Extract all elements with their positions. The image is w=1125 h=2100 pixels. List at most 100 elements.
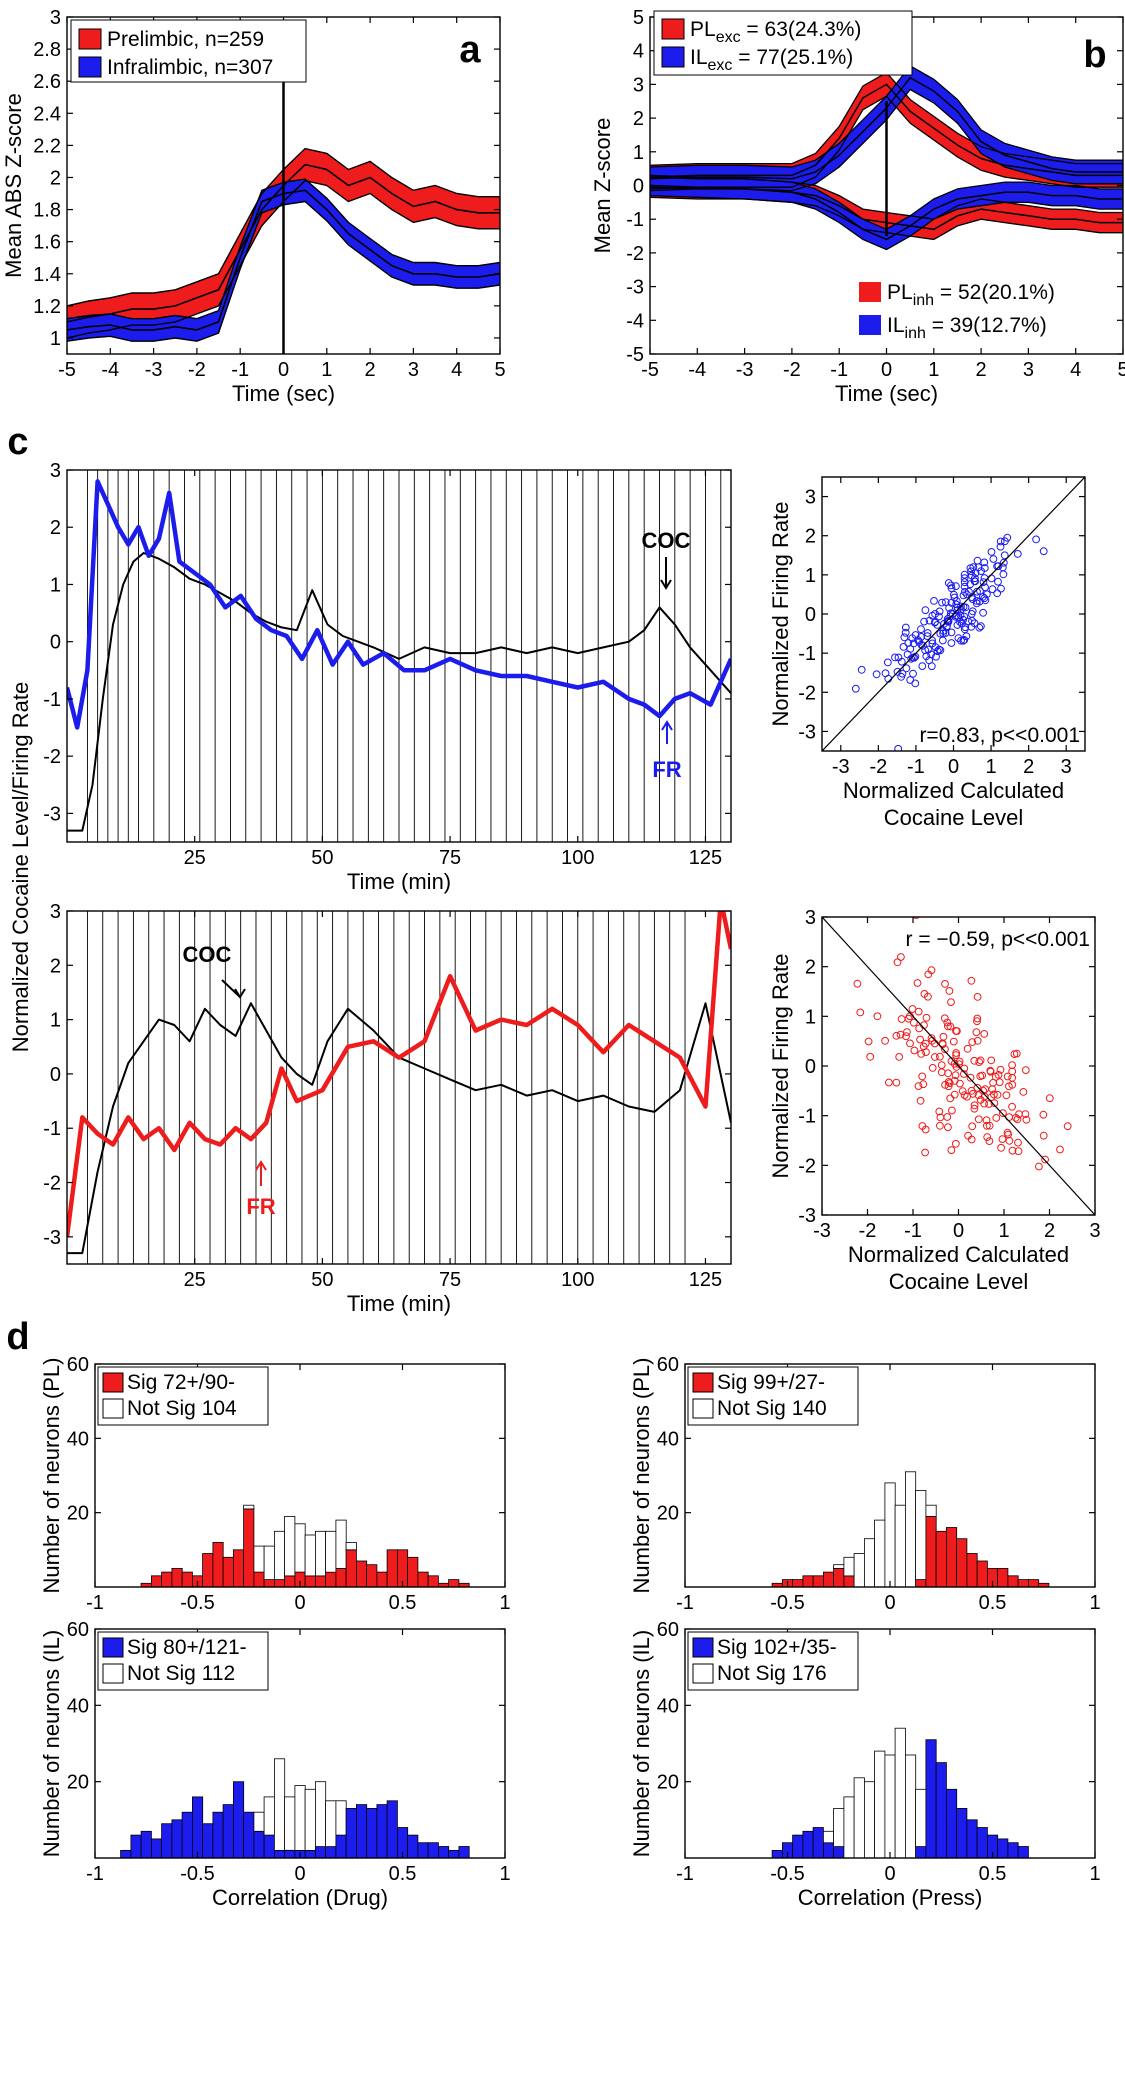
legend-swatch bbox=[692, 1637, 714, 1658]
scatter-point bbox=[921, 606, 930, 615]
x-tick-label: -1 bbox=[86, 1863, 104, 1885]
scatter-point bbox=[924, 992, 932, 1001]
y-tick-label: 1.2 bbox=[33, 296, 61, 318]
scatter-point bbox=[979, 1086, 987, 1095]
scatter-point bbox=[946, 1094, 955, 1103]
scatter-point bbox=[873, 1012, 882, 1021]
scatter-point bbox=[936, 1113, 945, 1122]
x-axis-label-line1: Normalized Calculated bbox=[848, 1242, 1069, 1267]
y-tick-label: -5 bbox=[626, 344, 644, 366]
stat-annotation: r=0.83, p<<0.001 bbox=[919, 724, 1080, 747]
x-tick-label: 0 bbox=[884, 1863, 895, 1885]
scatter-point bbox=[1063, 1122, 1072, 1131]
y-tick-label: 1 bbox=[50, 574, 61, 596]
x-tick-label: 0 bbox=[294, 1863, 305, 1885]
x-tick-label: 0 bbox=[953, 1220, 964, 1242]
scatter-point bbox=[916, 1096, 925, 1105]
bar-sig bbox=[437, 1846, 450, 1859]
y-tick-label: 4 bbox=[633, 41, 644, 63]
scatter-point bbox=[996, 1065, 1005, 1074]
x-tick-label: 0 bbox=[948, 756, 959, 778]
scatter-point bbox=[1014, 1147, 1023, 1156]
x-tick-label: 2 bbox=[1044, 1220, 1055, 1242]
scatter-point bbox=[979, 608, 987, 617]
legend-swatch bbox=[661, 46, 685, 68]
scatter-point bbox=[911, 679, 920, 688]
scatter-point bbox=[965, 587, 973, 596]
bar-sig bbox=[202, 1553, 214, 1588]
x-axis-label: Correlation (Press) bbox=[798, 1885, 983, 1910]
bar-sig bbox=[171, 1819, 183, 1859]
scatter-point bbox=[997, 584, 1005, 593]
legend-swatch bbox=[78, 28, 102, 50]
scatter-point bbox=[960, 574, 969, 582]
x-tick-label: 100 bbox=[561, 1269, 594, 1291]
scatter-point bbox=[928, 639, 937, 648]
legend-name: IL bbox=[690, 46, 708, 69]
bar-sig bbox=[376, 1804, 388, 1859]
scatter-point bbox=[966, 564, 975, 573]
legend-name: PL bbox=[690, 18, 716, 41]
axes-b: -5 -4 -3 -2 -1 0 1 2 3 4 5 -5 -4 -3 -2 -1 0 1 2 3 4 5 Time (se… bbox=[590, 7, 1125, 406]
y-axis-label: Mean ABS Z-score bbox=[1, 93, 26, 278]
scatter-point bbox=[1013, 550, 1022, 558]
scatter-point bbox=[976, 1056, 985, 1065]
scatter-point bbox=[1039, 547, 1048, 556]
x-tick-label: 1 bbox=[321, 359, 332, 381]
panel-label-b: b bbox=[1083, 34, 1106, 76]
x-tick-label: -4 bbox=[101, 359, 119, 381]
scatter-point bbox=[996, 537, 1005, 546]
x-tick-label: -1 bbox=[676, 1863, 694, 1885]
bar-sig bbox=[997, 1838, 1009, 1859]
x-tick-label: 3 bbox=[1061, 756, 1072, 778]
band-prelimbic bbox=[67, 148, 500, 338]
scatter-point bbox=[916, 1035, 924, 1044]
bar-sig bbox=[314, 1575, 327, 1588]
scatter-point bbox=[899, 643, 908, 651]
x-axis-label-line2: Cocaine Level bbox=[884, 805, 1023, 830]
scatter-point bbox=[960, 612, 969, 621]
scatter-point bbox=[981, 596, 990, 605]
y-tick-label: 20 bbox=[657, 1503, 679, 1525]
scatter-point bbox=[947, 998, 955, 1006]
scatter-point bbox=[1008, 1061, 1016, 1069]
scatter-point bbox=[932, 652, 940, 661]
axes-c-bottom: 25 50 75 100 125 -3 -2 -1 0 1 2 3 Time (min) bbox=[43, 901, 732, 1316]
bar-sig bbox=[376, 1571, 388, 1588]
x-tick-label: 2 bbox=[976, 359, 987, 381]
y-tick-label: 2 bbox=[805, 957, 816, 979]
scatter-point bbox=[1008, 1146, 1017, 1155]
bar-not-sig bbox=[325, 1800, 337, 1848]
scatter-point bbox=[944, 1069, 952, 1078]
y-axis-label: Number of neurons (PL) bbox=[629, 1358, 654, 1594]
y-tick-label: 0 bbox=[633, 176, 644, 198]
x-tick-label: -5 bbox=[641, 359, 659, 381]
bar-sig bbox=[253, 1830, 265, 1859]
y-tick-label: -2 bbox=[43, 746, 61, 768]
scatter-point bbox=[966, 1073, 975, 1082]
scatter-point bbox=[896, 1030, 905, 1039]
scatter-point bbox=[974, 1091, 983, 1100]
axes-c-top: 25 50 75 100 125 -3 -2 -1 0 1 2 3 Time (min) bbox=[43, 460, 732, 894]
bar-sig bbox=[120, 1850, 132, 1859]
bar-sig bbox=[191, 1796, 204, 1859]
bar-sig bbox=[263, 1579, 275, 1588]
series-group-b bbox=[650, 65, 1123, 251]
scatter-point bbox=[993, 1090, 1002, 1099]
scatter-point bbox=[947, 628, 956, 637]
scatter-point bbox=[960, 625, 969, 634]
bar-sig bbox=[812, 1575, 824, 1588]
bar-sig bbox=[976, 1827, 988, 1859]
scatter-point bbox=[925, 616, 934, 625]
x-axis-label: Time (sec) bbox=[835, 381, 938, 406]
bar-not-sig bbox=[294, 1785, 306, 1851]
legend-d-IL-press: Sig 102+/35- Not Sig 176 bbox=[687, 1631, 859, 1691]
bar-sig bbox=[212, 1811, 224, 1859]
y-tick-label: 3 bbox=[50, 901, 61, 923]
bar-sig bbox=[273, 1579, 286, 1588]
scatter-point bbox=[987, 574, 996, 583]
y-tick-label: -3 bbox=[798, 721, 816, 743]
legend-swatch bbox=[102, 1398, 124, 1419]
scatter-point bbox=[921, 1039, 930, 1048]
y-tick-label: -3 bbox=[43, 803, 61, 825]
